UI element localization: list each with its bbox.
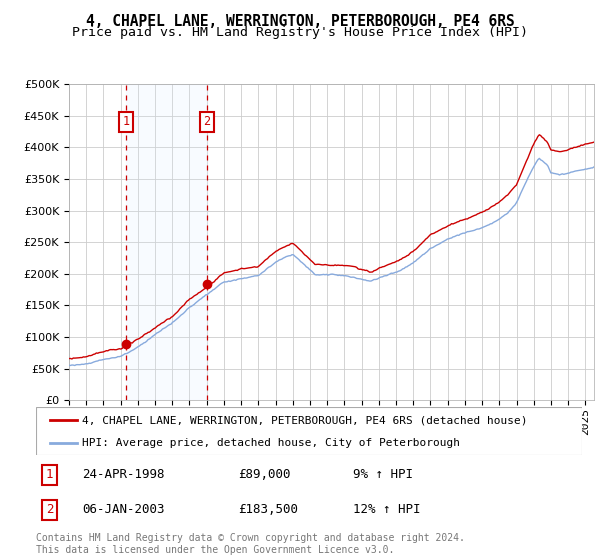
Text: £89,000: £89,000: [238, 468, 290, 481]
Text: 9% ↑ HPI: 9% ↑ HPI: [353, 468, 413, 481]
Text: HPI: Average price, detached house, City of Peterborough: HPI: Average price, detached house, City…: [82, 438, 460, 448]
Text: 4, CHAPEL LANE, WERRINGTON, PETERBOROUGH, PE4 6RS (detached house): 4, CHAPEL LANE, WERRINGTON, PETERBOROUGH…: [82, 416, 528, 426]
Text: Contains HM Land Registry data © Crown copyright and database right 2024.
This d: Contains HM Land Registry data © Crown c…: [36, 533, 465, 555]
Bar: [126, 84, 207, 400]
Text: 24-APR-1998: 24-APR-1998: [82, 468, 165, 481]
Text: Price paid vs. HM Land Registry's House Price Index (HPI): Price paid vs. HM Land Registry's House …: [72, 26, 528, 39]
Text: 2: 2: [46, 503, 53, 516]
Text: 1: 1: [46, 468, 53, 481]
Text: 2: 2: [203, 115, 211, 128]
Text: 06-JAN-2003: 06-JAN-2003: [82, 503, 165, 516]
Text: £183,500: £183,500: [238, 503, 298, 516]
Text: 12% ↑ HPI: 12% ↑ HPI: [353, 503, 420, 516]
Text: 1: 1: [122, 115, 130, 128]
Text: 4, CHAPEL LANE, WERRINGTON, PETERBOROUGH, PE4 6RS: 4, CHAPEL LANE, WERRINGTON, PETERBOROUGH…: [86, 14, 514, 29]
